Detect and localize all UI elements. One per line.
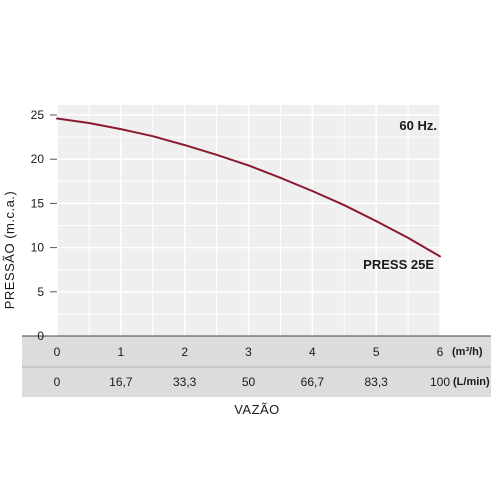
- x-tick-label: 4: [309, 345, 316, 359]
- x2-tick-label: 16,7: [109, 375, 133, 389]
- series-label: PRESS 25E: [363, 257, 434, 272]
- x-tick-label: 5: [373, 345, 380, 359]
- frequency-label: 60 Hz.: [399, 118, 437, 133]
- x-tick-label: 0: [54, 345, 61, 359]
- y-tick-label: 0: [37, 329, 44, 343]
- y-tick-label: 20: [31, 152, 45, 166]
- x-axis-title: VAZÃO: [234, 402, 280, 417]
- x-unit-secondary: (L/min): [453, 376, 490, 388]
- x-tick-label: 2: [181, 345, 188, 359]
- y-tick-labels: 0 5 10 15 20 25: [31, 108, 57, 343]
- y-tick-label: 5: [37, 285, 44, 299]
- x2-tick-label: 66,7: [301, 375, 325, 389]
- x-unit-primary: (m³/h): [452, 346, 483, 358]
- y-tick-label: 25: [31, 108, 45, 122]
- x-tick-label: 1: [117, 345, 124, 359]
- x2-tick-labels: 0 16,7 33,3 50 66,7 83,3 100: [54, 375, 451, 389]
- x-tick-label: 6: [437, 345, 444, 359]
- x2-tick-label: 100: [430, 375, 450, 389]
- x2-tick-label: 83,3: [364, 375, 388, 389]
- x-tick-label: 3: [245, 345, 252, 359]
- x2-tick-label: 0: [54, 375, 61, 389]
- y-axis-title: PRESSÃO (m.c.a.): [2, 191, 17, 310]
- x2-tick-label: 50: [242, 375, 256, 389]
- x2-tick-label: 33,3: [173, 375, 197, 389]
- y-tick-label: 10: [31, 241, 45, 255]
- series-lines: [56, 117, 441, 258]
- y-tick-label: 15: [31, 196, 45, 210]
- series-line: [56, 117, 441, 258]
- x-tick-labels: 0 1 2 3 4 5 6: [54, 345, 444, 359]
